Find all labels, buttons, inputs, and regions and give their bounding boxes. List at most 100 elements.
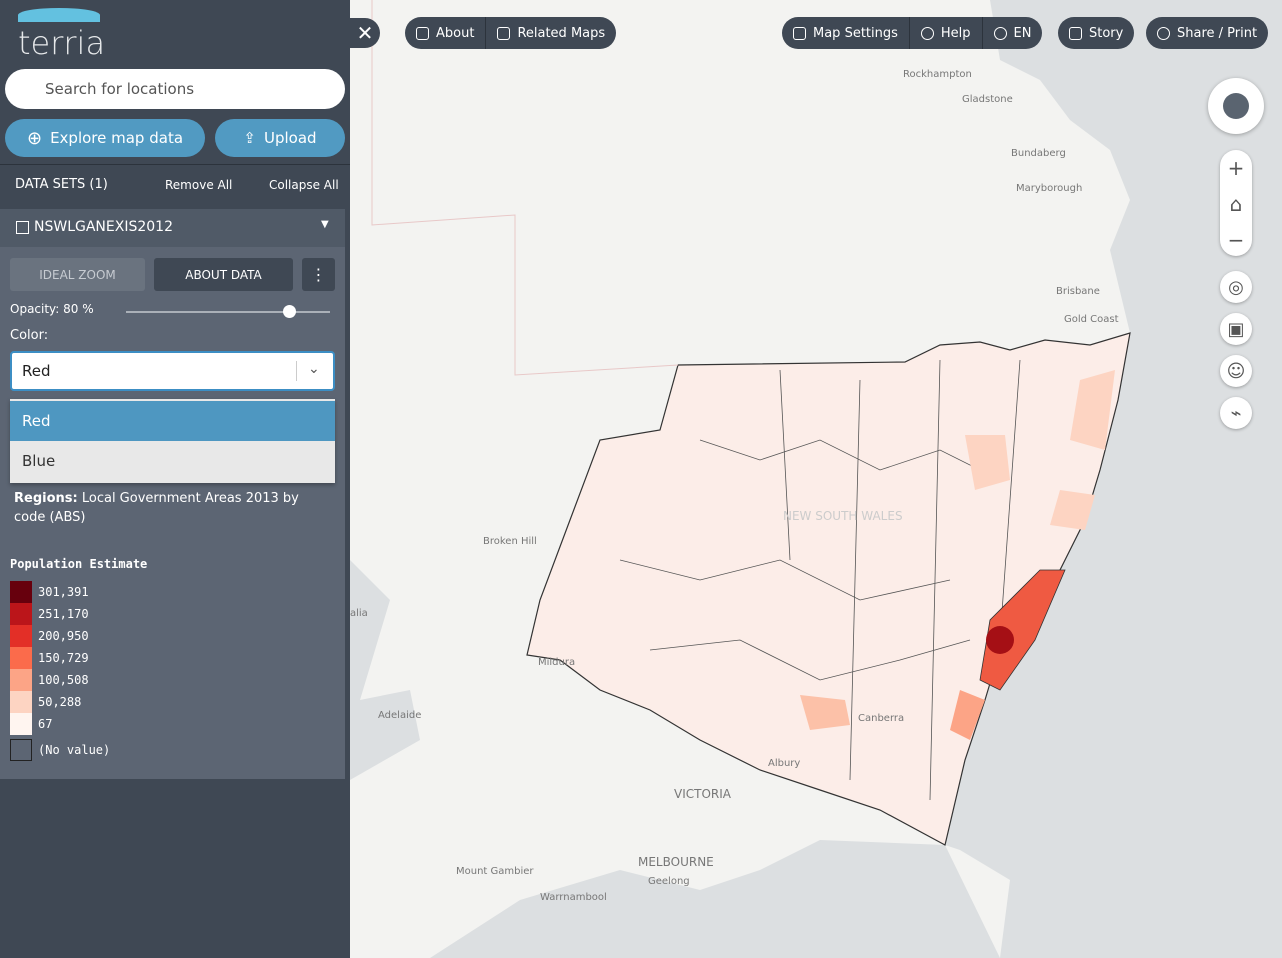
place-label: Broken Hill xyxy=(483,536,537,547)
option[interactable]: Red xyxy=(10,401,335,441)
layer-checkbox[interactable] xyxy=(16,221,29,234)
legend-swatch xyxy=(10,691,32,713)
opacity-thumb[interactable] xyxy=(283,305,296,318)
more-button[interactable]: ⋮ xyxy=(302,258,335,291)
sea xyxy=(945,0,1282,958)
option[interactable]: Blue xyxy=(22,452,56,470)
layer-name: NSWLGANEXIS2012 xyxy=(34,219,173,235)
place-label: Bundaberg xyxy=(1011,148,1066,159)
gulf xyxy=(350,560,420,780)
legend-label: 301,391 xyxy=(38,585,89,599)
coastal-regions xyxy=(965,370,1115,530)
map-settings-button[interactable]: Map Settings xyxy=(782,17,909,49)
ideal-zoom-button[interactable]: IDEAL ZOOM xyxy=(10,258,145,291)
divider xyxy=(0,164,350,165)
layer-toggle[interactable]: ▼ xyxy=(321,219,329,230)
story-button[interactable]: Story xyxy=(1058,17,1135,49)
remove-all[interactable]: Remove All xyxy=(165,178,233,192)
search-box[interactable]: Search for locations xyxy=(5,69,345,109)
legend: 301,391 251,170 200,950 150,729 100,508 50,28… xyxy=(10,581,110,761)
zoom-controls: + ⌂ − xyxy=(1220,150,1252,256)
legend-row: (No value) xyxy=(10,739,110,761)
legend-label: 100,508 xyxy=(38,673,89,687)
label: Story xyxy=(1089,25,1124,41)
toolbar-right: Map Settings Help EN xyxy=(782,17,1043,49)
color-label: Color: xyxy=(10,328,49,343)
legend-swatch xyxy=(10,739,32,761)
legend-row: 100,508 xyxy=(10,669,110,691)
place-label: Gold Coast xyxy=(1064,314,1119,325)
legend-swatch xyxy=(10,581,32,603)
upload-button[interactable]: ⇪ Upload xyxy=(215,119,345,157)
place-label: Gladstone xyxy=(962,94,1013,105)
legend-label: 67 xyxy=(38,717,53,731)
close-panel[interactable]: ✕ xyxy=(350,18,380,48)
legend-label: (No value) xyxy=(38,743,111,757)
regions-label: Regions: xyxy=(14,491,78,506)
wagga-region xyxy=(800,695,850,730)
legend-row: 150,729 xyxy=(10,647,110,669)
compass[interactable] xyxy=(1208,78,1264,134)
label: EN xyxy=(1013,25,1032,41)
legend-swatch xyxy=(10,669,32,691)
split-button[interactable]: ▣ xyxy=(1220,313,1252,345)
state-border xyxy=(371,0,679,376)
place-label: Adelaide xyxy=(378,710,421,721)
wollongong-region xyxy=(950,690,985,740)
measure-button[interactable]: ⌁ xyxy=(1220,397,1252,429)
place-label: Canberra xyxy=(858,713,904,724)
legend-label: 251,170 xyxy=(38,607,89,621)
legend-title: Population Estimate xyxy=(10,557,148,571)
language-button[interactable]: EN xyxy=(981,17,1043,49)
home[interactable]: ⌂ xyxy=(1229,192,1243,216)
place-label: NEW SOUTH WALES xyxy=(783,509,903,523)
label: Explore map data xyxy=(50,129,184,147)
pedestrian-button[interactable]: ☺ xyxy=(1220,355,1252,387)
place-label: Mildura xyxy=(538,657,575,668)
label: Map Settings xyxy=(813,25,898,41)
legend-swatch xyxy=(10,647,32,669)
legend-row: 200,950 xyxy=(10,625,110,647)
related-maps-button[interactable]: Related Maps xyxy=(485,17,616,49)
legend-row: 50,288 xyxy=(10,691,110,713)
toolbar-left: About Related Maps xyxy=(405,17,617,49)
opacity-slider[interactable] xyxy=(126,311,330,313)
explore-button[interactable]: ⊕ Explore map data xyxy=(5,119,205,157)
lga-borders xyxy=(619,359,1021,801)
color-select[interactable]: Red xyxy=(10,351,335,391)
layer-header[interactable] xyxy=(0,209,345,247)
label: Help xyxy=(940,25,971,41)
zoom-out[interactable]: − xyxy=(1227,228,1245,252)
collapse-all[interactable]: Collapse All xyxy=(269,178,339,192)
zoom-in[interactable]: + xyxy=(1227,156,1245,180)
locate-button[interactable]: ◎ xyxy=(1220,271,1252,303)
sydney-region xyxy=(979,569,1066,691)
legend-label: 150,729 xyxy=(38,651,89,665)
legend-label: 200,950 xyxy=(38,629,89,643)
place-label: Mount Gambier xyxy=(456,866,534,877)
legend-label: 50,288 xyxy=(38,695,82,709)
place-label: Albury xyxy=(768,758,800,769)
help-button[interactable]: Help xyxy=(908,17,982,49)
share-button[interactable]: Share / Print xyxy=(1146,17,1269,49)
legend-row: 67 xyxy=(10,713,110,735)
place-label: alia xyxy=(350,608,368,619)
regions-info: Regions: Local Government Areas 2013 by … xyxy=(14,489,334,527)
color-menu: Red Blue xyxy=(10,399,335,483)
place-label: Rockhampton xyxy=(903,69,972,80)
about-data-button[interactable]: ABOUT DATA xyxy=(154,258,293,291)
place-label: Warrnambool xyxy=(540,892,607,903)
place-label: Brisbane xyxy=(1056,286,1100,297)
legend-swatch xyxy=(10,625,32,647)
place-label: MELBOURNE xyxy=(638,855,714,869)
label: Related Maps xyxy=(517,25,606,41)
legend-swatch xyxy=(10,603,32,625)
label: Share / Print xyxy=(1177,25,1258,41)
label: Upload xyxy=(264,129,317,147)
legend-row: 301,391 xyxy=(10,581,110,603)
about-button[interactable]: About xyxy=(405,17,485,49)
legend-row: 251,170 xyxy=(10,603,110,625)
select-arrow[interactable]: ⌄ xyxy=(308,361,320,377)
